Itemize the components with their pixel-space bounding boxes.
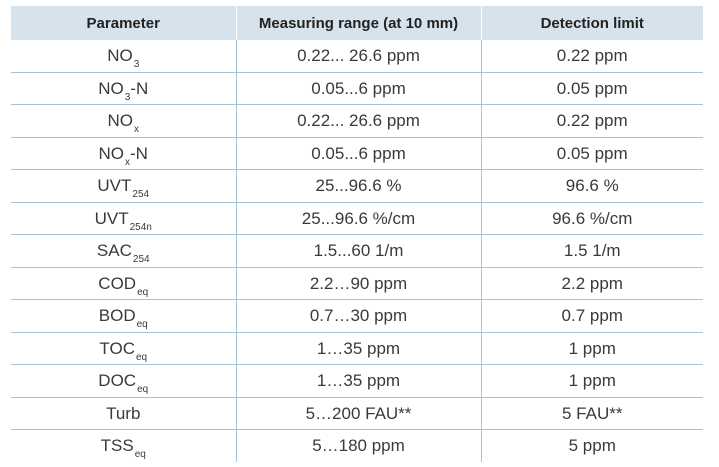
cell-detection-limit: 96.6 %/cm — [480, 201, 703, 235]
table-row: NO3-N 0.05...6 ppm 0.05 ppm — [11, 71, 703, 105]
table-row: UVT254 25...96.6 % 96.6 % — [11, 169, 703, 202]
table-body: NO3 0.22... 26.6 ppm 0.22 ppm NO3-N 0.05...6… — [11, 40, 703, 462]
cell-measuring-range: 1…35 ppm — [235, 364, 481, 397]
cell-measuring-range: 0.05...6 ppm — [235, 71, 481, 105]
cell-parameter: TOCeq — [11, 331, 236, 365]
parameter-name: SAC — [96, 241, 132, 261]
cell-detection-limit: 0.22 ppm — [480, 104, 703, 137]
table-row: UVT254n 25...96.6 %/cm 96.6 %/cm — [11, 201, 703, 235]
cell-measuring-range: 1.5...60 1/m — [235, 234, 481, 267]
cell-detection-limit: 1 ppm — [480, 364, 703, 397]
parameter-subscript: eq — [137, 286, 149, 298]
cell-parameter: UVT254n — [11, 201, 236, 235]
cell-detection-limit: 0.7 ppm — [480, 299, 703, 332]
parameter-subscript: 254n — [129, 221, 152, 233]
header-measuring-range: Measuring range (at 10 mm) — [235, 6, 481, 40]
cell-measuring-range: 1…35 ppm — [235, 331, 481, 365]
cell-detection-limit: 0.05 ppm — [480, 71, 703, 105]
cell-measuring-range: 0.05...6 ppm — [235, 136, 481, 170]
cell-measuring-range: 0.7…30 ppm — [235, 299, 481, 332]
parameter-name: COD — [98, 273, 137, 293]
cell-parameter: UVT254 — [11, 169, 236, 202]
parameter-name: NO — [107, 111, 134, 131]
cell-detection-limit: 1 ppm — [480, 331, 703, 365]
parameter-name: TSS — [100, 436, 134, 456]
cell-parameter: NOx-N — [11, 136, 236, 170]
header-row: Parameter Measuring range (at 10 mm) Det… — [11, 6, 703, 40]
table-row: TSSeq 5…180 ppm 5 ppm — [11, 429, 703, 462]
parameter-table: Parameter Measuring range (at 10 mm) Det… — [11, 6, 703, 462]
parameter-name: UVT — [97, 176, 132, 196]
cell-measuring-range: 25...96.6 %/cm — [235, 201, 481, 235]
parameter-name: NO — [98, 78, 124, 98]
parameter-name: Turb — [106, 403, 141, 423]
table-row: CODeq 2.2…90 ppm 2.2 ppm — [11, 266, 703, 300]
header-detection-limit: Detection limit — [480, 6, 703, 40]
cell-detection-limit: 5 ppm — [480, 429, 703, 462]
table-row: NOx 0.22... 26.6 ppm 0.22 ppm — [11, 104, 703, 137]
cell-measuring-range: 5…180 ppm — [235, 429, 481, 462]
cell-detection-limit: 96.6 % — [480, 169, 703, 202]
parameter-suffix: -N — [130, 143, 148, 163]
parameter-subscript: eq — [137, 384, 149, 396]
cell-measuring-range: 5…200 FAU** — [235, 396, 481, 430]
cell-parameter: SAC254 — [11, 234, 236, 267]
parameter-name: NO — [107, 46, 133, 66]
cell-parameter: NO3 — [11, 40, 236, 72]
cell-detection-limit: 2.2 ppm — [480, 266, 703, 300]
cell-parameter: TSSeq — [11, 429, 236, 462]
cell-parameter: NO3-N — [11, 71, 236, 105]
parameter-subscript: 254 — [132, 254, 150, 266]
parameter-subscript: eq — [134, 449, 146, 461]
parameter-subscript: x — [134, 124, 139, 136]
parameter-subscript: 3 — [124, 91, 131, 103]
cell-detection-limit: 1.5 1/m — [480, 234, 703, 267]
parameter-name: TOC — [99, 338, 135, 358]
parameter-name: NO — [98, 143, 125, 163]
cell-detection-limit: 0.05 ppm — [480, 136, 703, 170]
parameter-name: BOD — [98, 306, 136, 326]
cell-parameter: DOCeq — [11, 364, 236, 397]
cell-parameter: CODeq — [11, 266, 236, 300]
cell-parameter: Turb — [11, 396, 236, 430]
parameter-subscript: 3 — [133, 59, 140, 71]
table-row: NOx-N 0.05...6 ppm 0.05 ppm — [11, 136, 703, 170]
parameter-subscript: eq — [136, 319, 148, 331]
table-row: NO3 0.22... 26.6 ppm 0.22 ppm — [11, 40, 703, 72]
table-row: Turb 5…200 FAU** 5 FAU** — [11, 396, 703, 430]
header-parameter: Parameter — [11, 6, 236, 40]
parameter-name: DOC — [98, 371, 137, 391]
cell-measuring-range: 0.22... 26.6 ppm — [235, 40, 481, 72]
cell-parameter: BODeq — [11, 299, 236, 332]
table-row: TOCeq 1…35 ppm 1 ppm — [11, 331, 703, 365]
cell-detection-limit: 5 FAU** — [480, 396, 703, 430]
cell-measuring-range: 25...96.6 % — [235, 169, 481, 202]
cell-measuring-range: 2.2…90 ppm — [235, 266, 481, 300]
parameter-subscript: 254 — [132, 189, 150, 201]
parameter-table-container: Parameter Measuring range (at 10 mm) Det… — [11, 6, 703, 462]
table-row: BODeq 0.7…30 ppm 0.7 ppm — [11, 299, 703, 332]
parameter-subscript: x — [125, 156, 131, 168]
cell-parameter: NOx — [11, 104, 236, 137]
parameter-name: UVT — [94, 208, 129, 228]
cell-detection-limit: 0.22 ppm — [480, 40, 703, 72]
table-row: DOCeq 1…35 ppm 1 ppm — [11, 364, 703, 397]
cell-measuring-range: 0.22... 26.6 ppm — [235, 104, 481, 137]
parameter-subscript: eq — [135, 351, 148, 363]
parameter-suffix: -N — [130, 78, 149, 98]
table-header: Parameter Measuring range (at 10 mm) Det… — [11, 6, 703, 40]
table-row: SAC254 1.5...60 1/m 1.5 1/m — [11, 234, 703, 267]
